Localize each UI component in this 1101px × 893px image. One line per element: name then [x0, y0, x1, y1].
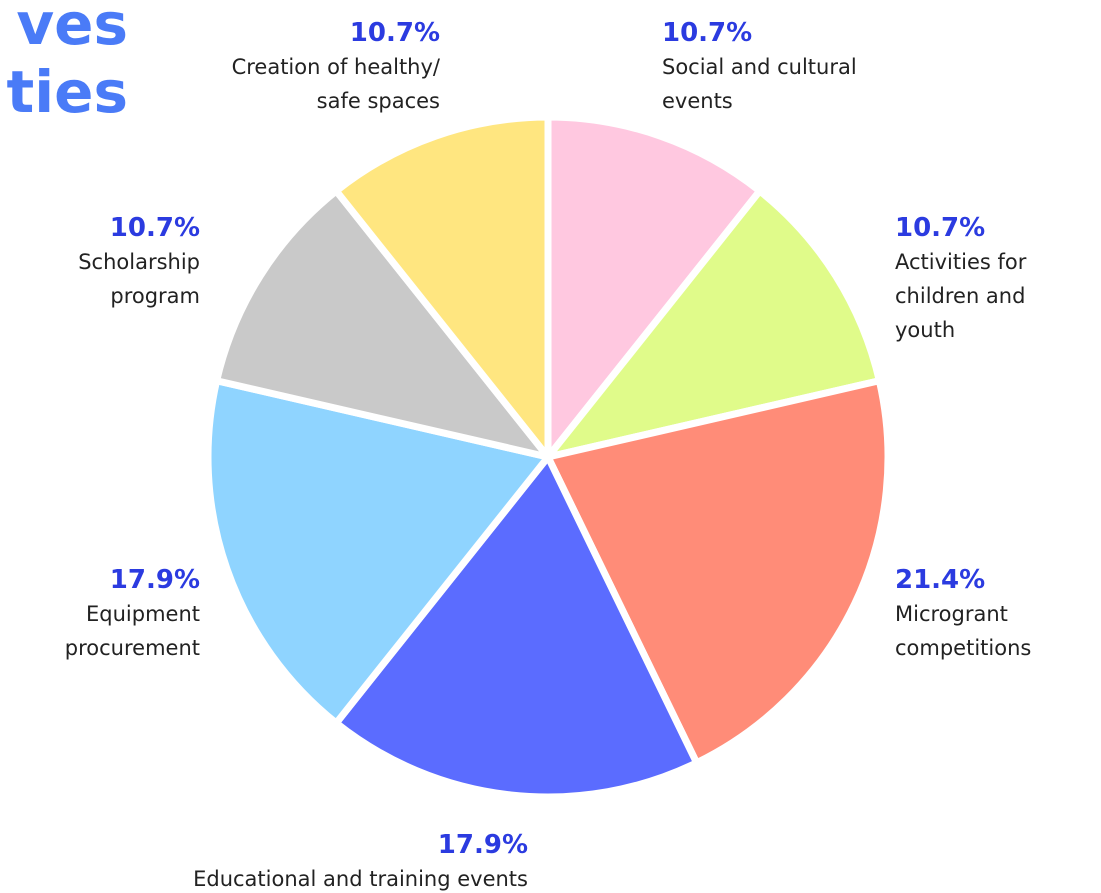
category-label: Social and cultural events: [662, 55, 857, 113]
pie-slice: [332, 113, 552, 461]
slice-label: 21.4% Microgrant competitions: [895, 563, 1075, 665]
slice-label: 17.9% Educational and training events: [108, 828, 528, 893]
title-line: ties: [6, 58, 128, 126]
slice-label: 17.9% Equipment procurement: [30, 563, 200, 665]
pie-slice: [544, 113, 764, 461]
pie-slice: [544, 377, 892, 767]
value-label: 10.7%: [895, 213, 986, 243]
value-label: 21.4%: [895, 565, 986, 595]
pie-slice: [204, 377, 552, 727]
category-label: Scholarship program: [78, 250, 200, 308]
category-label: Microgrant competitions: [895, 602, 1032, 660]
value-label: 10.7%: [662, 18, 753, 48]
slice-label: 10.7% Scholarship program: [30, 211, 200, 313]
value-label: 10.7%: [349, 18, 440, 48]
value-label: 10.7%: [109, 213, 200, 243]
category-label: Activities for children and youth: [895, 250, 1027, 342]
value-label: 17.9%: [437, 830, 528, 860]
pie-slice: [332, 453, 701, 801]
slice-label: 10.7% Creation of healthy/ safe spaces: [190, 16, 440, 118]
slice-label: 10.7% Activities for children and youth: [895, 211, 1065, 347]
pie-slice: [213, 187, 552, 461]
pie-slice: [544, 187, 883, 461]
value-label: 17.9%: [109, 565, 200, 595]
title-line: ves: [16, 0, 128, 58]
category-label: Creation of healthy/ safe spaces: [231, 55, 440, 113]
slice-label: 10.7% Social and cultural events: [662, 16, 892, 118]
category-label: Equipment procurement: [64, 602, 200, 660]
category-label: Educational and training events: [193, 867, 528, 891]
title: ves ties: [7, 0, 128, 126]
